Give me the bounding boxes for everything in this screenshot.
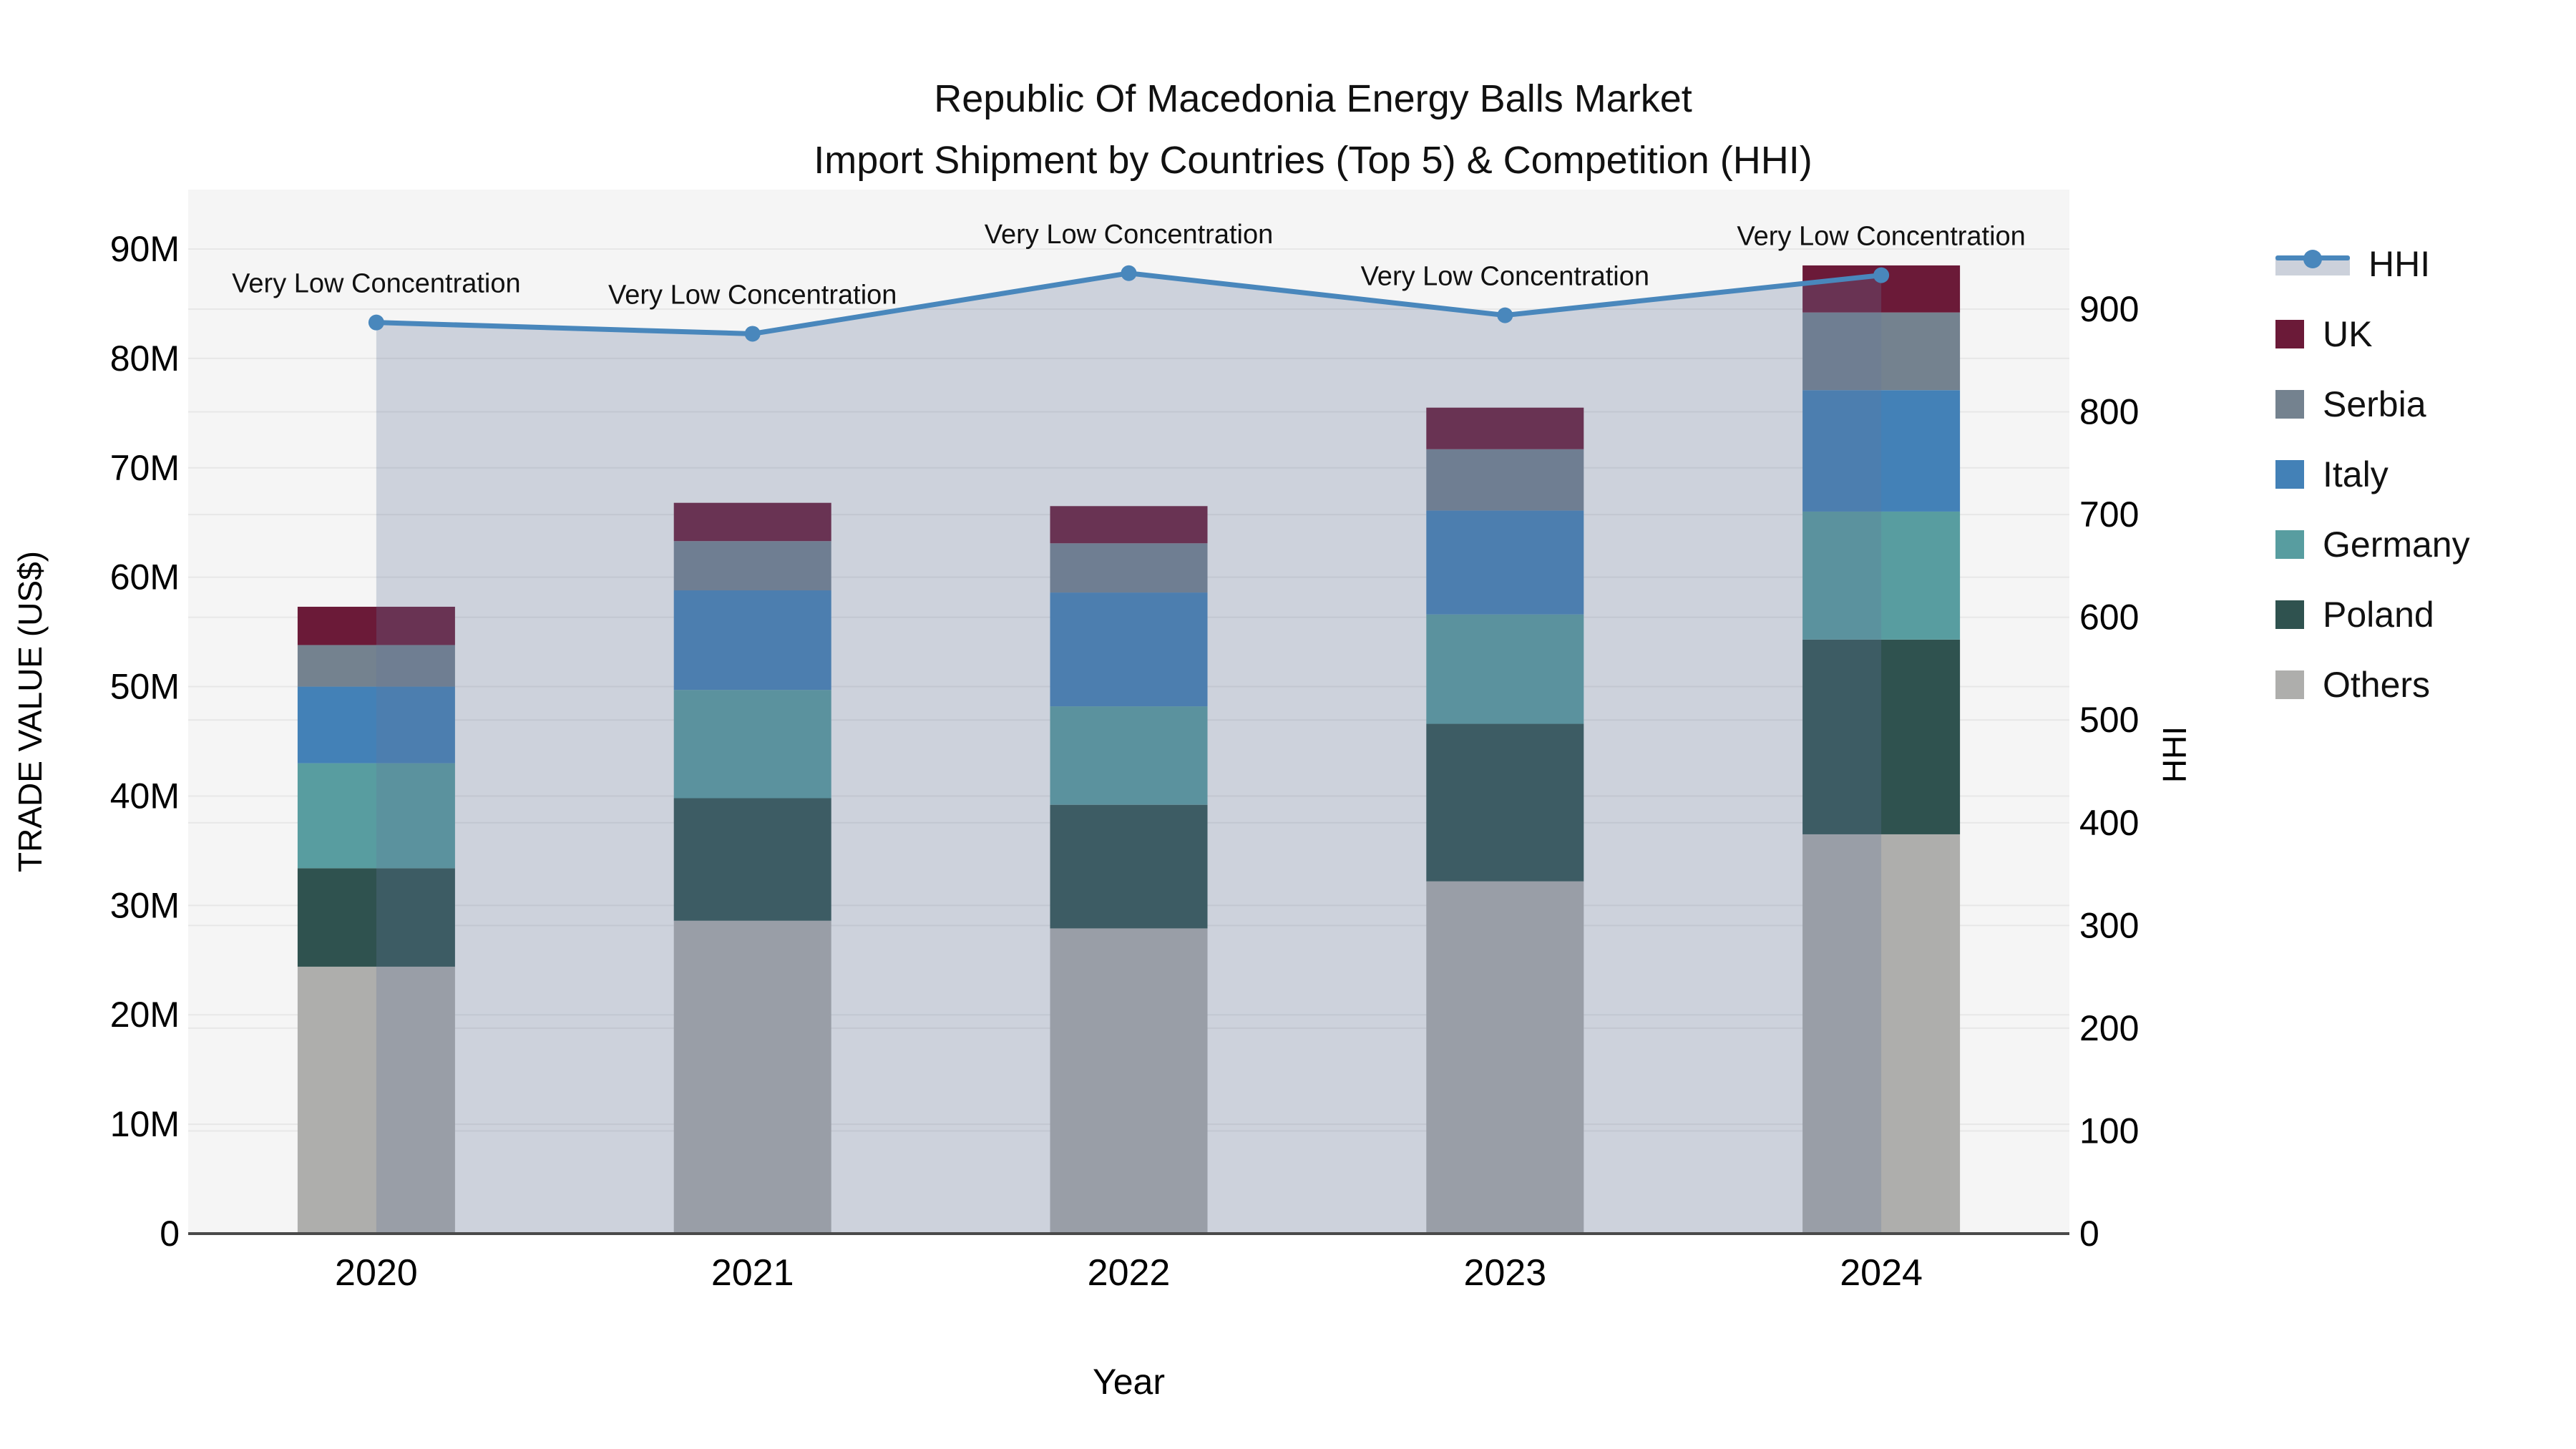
bar-segment-2022-germany[interactable] — [1050, 706, 1208, 805]
left-tick-60M: 60M — [110, 557, 180, 597]
right-tick-700: 700 — [2079, 494, 2139, 535]
hhi-legend-sample-icon — [2275, 250, 2350, 278]
x-tick-2024: 2024 — [1840, 1252, 1923, 1294]
bar-segment-2024-others[interactable] — [1802, 834, 1961, 1234]
left-tick-0: 0 — [160, 1214, 180, 1254]
legend-swatch-poland — [2275, 600, 2304, 629]
x-tick-2020: 2020 — [335, 1252, 418, 1294]
left-tick-10M: 10M — [110, 1104, 180, 1144]
hhi-point-2023[interactable] — [1497, 307, 1513, 323]
legend-item-italy[interactable]: Italy — [2275, 452, 2389, 497]
hhi-point-2022[interactable] — [1121, 265, 1137, 281]
left-tick-20M: 20M — [110, 995, 180, 1035]
right-tick-600: 600 — [2079, 597, 2139, 638]
right-tick-300: 300 — [2079, 905, 2139, 945]
legend-item-others[interactable]: Others — [2275, 663, 2430, 707]
bar-segment-2024-poland[interactable] — [1802, 639, 1961, 834]
legend-swatch-italy — [2275, 460, 2304, 489]
bar-segment-2021-germany[interactable] — [673, 690, 831, 799]
x-tick-2021: 2021 — [711, 1252, 794, 1294]
bar-segment-2020-germany[interactable] — [297, 763, 455, 869]
legend-item-germany[interactable]: Germany — [2275, 522, 2470, 567]
right-tick-800: 800 — [2079, 392, 2139, 432]
bar-segment-2024-germany[interactable] — [1802, 511, 1961, 640]
bar-segment-2023-germany[interactable] — [1426, 614, 1584, 724]
bar-segment-2023-others[interactable] — [1426, 881, 1584, 1234]
x-axis-title: Year — [1093, 1362, 1165, 1402]
chart-title: Republic Of Macedonia Energy Balls Marke… — [50, 68, 2576, 191]
bar-segment-2021-serbia[interactable] — [673, 541, 831, 591]
hhi-area-fill — [376, 273, 1882, 1234]
legend-swatch-serbia — [2275, 390, 2304, 419]
bar-segment-2022-uk[interactable] — [1050, 506, 1208, 544]
hhi-point-2020[interactable] — [368, 314, 384, 331]
legend-label-poland: Poland — [2323, 595, 2434, 635]
legend-swatch-uk — [2275, 320, 2304, 348]
bar-segment-2024-serbia[interactable] — [1802, 312, 1961, 391]
annotation-2021: Very Low Concentration — [608, 280, 897, 310]
bar-segment-2020-uk[interactable] — [297, 606, 455, 645]
legend-item-uk[interactable]: UK — [2275, 312, 2372, 356]
legend-item-serbia[interactable]: Serbia — [2275, 382, 2426, 426]
bar-segment-2020-poland[interactable] — [297, 868, 455, 967]
right-tick-500: 500 — [2079, 700, 2139, 740]
legend-label-italy: Italy — [2323, 454, 2389, 494]
right-tick-100: 100 — [2079, 1111, 2139, 1151]
chart-title-line1: Republic Of Macedonia Energy Balls Marke… — [934, 77, 1692, 120]
bar-segment-2021-italy[interactable] — [673, 590, 831, 691]
bar-segment-2020-others[interactable] — [297, 966, 455, 1234]
annotation-2024: Very Low Concentration — [1737, 222, 2025, 252]
right-tick-900: 900 — [2079, 289, 2139, 329]
bar-segment-2023-poland[interactable] — [1426, 723, 1584, 882]
y-axis-title-left: TRADE VALUE (US$) — [11, 551, 49, 872]
bar-segment-2020-italy[interactable] — [297, 686, 455, 763]
annotation-2023: Very Low Concentration — [1361, 262, 1649, 292]
x-tick-2022: 2022 — [1088, 1252, 1171, 1294]
hhi-point-2021[interactable] — [744, 326, 761, 342]
bar-segment-2023-italy[interactable] — [1426, 510, 1584, 615]
right-tick-200: 200 — [2079, 1008, 2139, 1048]
left-tick-30M: 30M — [110, 885, 180, 925]
bar-segment-2023-uk[interactable] — [1426, 407, 1584, 449]
hhi-point-2024[interactable] — [1873, 267, 1890, 283]
bar-segment-2022-serbia[interactable] — [1050, 543, 1208, 593]
bar-segment-2022-others[interactable] — [1050, 928, 1208, 1234]
bar-segment-2020-serbia[interactable] — [297, 645, 455, 687]
bar-segment-2022-italy[interactable] — [1050, 592, 1208, 707]
left-tick-80M: 80M — [110, 338, 180, 379]
legend-label-hhi: HHI — [2368, 244, 2431, 284]
legend-label-uk: UK — [2323, 314, 2373, 354]
legend-swatch-germany — [2275, 530, 2304, 559]
x-tick-2023: 2023 — [1463, 1252, 1546, 1294]
bar-segment-2021-poland[interactable] — [673, 798, 831, 921]
legend-swatch-others — [2275, 670, 2304, 699]
left-tick-50M: 50M — [110, 667, 180, 707]
annotation-2022: Very Low Concentration — [985, 220, 1273, 250]
legend-item-hhi[interactable]: HHI — [2275, 242, 2430, 286]
left-tick-90M: 90M — [110, 229, 180, 269]
bar-segment-2021-uk[interactable] — [673, 502, 831, 542]
legend-item-poland[interactable]: Poland — [2275, 592, 2434, 637]
bar-segment-2022-poland[interactable] — [1050, 804, 1208, 929]
annotation-2020: Very Low Concentration — [232, 269, 520, 299]
y-axis-title-right: HHI — [2156, 726, 2193, 783]
left-tick-40M: 40M — [110, 776, 180, 816]
legend-label-serbia: Serbia — [2323, 384, 2426, 424]
legend-label-germany: Germany — [2323, 525, 2470, 565]
chart-title-line2: Import Shipment by Countries (Top 5) & C… — [814, 139, 1813, 182]
bar-segment-2023-serbia[interactable] — [1426, 449, 1584, 511]
left-tick-70M: 70M — [110, 448, 180, 488]
bar-segment-2024-italy[interactable] — [1802, 390, 1961, 512]
right-tick-400: 400 — [2079, 803, 2139, 843]
legend-label-others: Others — [2323, 665, 2431, 705]
right-tick-0: 0 — [2079, 1214, 2099, 1254]
bar-segment-2021-others[interactable] — [673, 920, 831, 1234]
